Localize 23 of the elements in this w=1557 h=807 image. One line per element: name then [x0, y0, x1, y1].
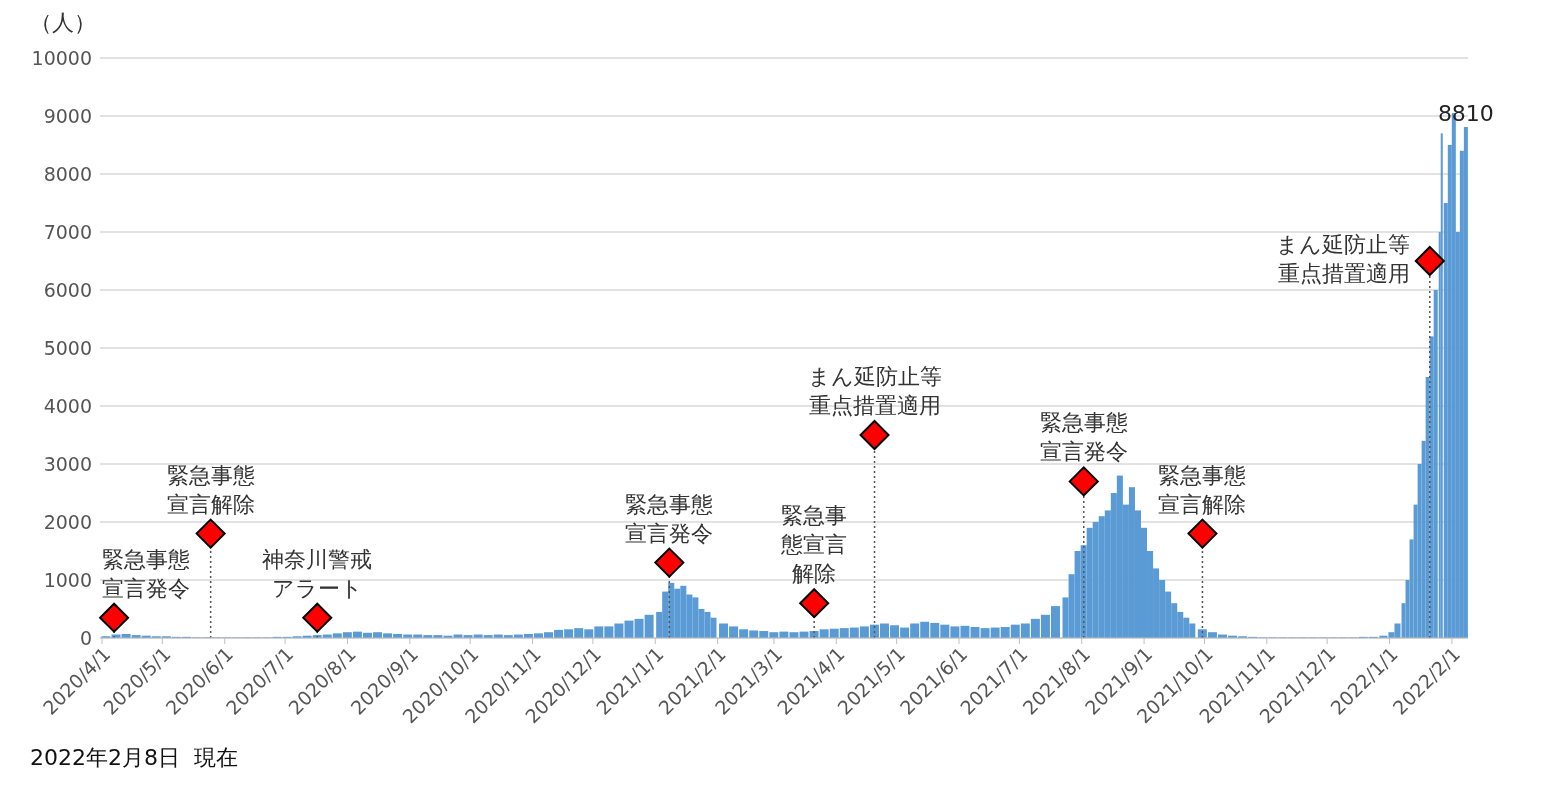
annotation: 緊急事態宣言解除	[780, 503, 848, 587]
annotation: 緊急事態宣言発令	[1039, 410, 1128, 465]
y-tick-label: 5000	[43, 336, 92, 359]
annotation: まん延防止等重点措置適用	[1275, 232, 1410, 286]
y-tick-label: 7000	[43, 220, 92, 243]
y-tick-label: 2000	[43, 510, 92, 533]
annotation: 緊急事態宣言解除	[166, 462, 255, 517]
y-tick-label: 8000	[43, 162, 92, 185]
annotation: 神奈川警戒アラート	[262, 546, 373, 601]
data-label: 8810	[1437, 101, 1494, 127]
y-tick-label: 3000	[43, 452, 92, 475]
y-tick-label: 4000	[43, 394, 92, 417]
y-tick-label: 10000	[31, 46, 92, 69]
y-tick-label: 9000	[43, 104, 92, 127]
annotation: 緊急事態宣言発令	[102, 546, 191, 601]
y-axis-title: （人）	[30, 9, 96, 37]
y-tick-label: 6000	[43, 278, 92, 301]
annotation: 緊急事態宣言解除	[1158, 462, 1247, 517]
annotation: まん延防止等重点措置適用	[807, 364, 942, 418]
annotation: 緊急事態宣言発令	[625, 491, 714, 546]
text: 2022年2月8日 現在	[30, 744, 238, 772]
y-tick-label: 1000	[43, 568, 92, 591]
y-tick-label: 0	[79, 626, 92, 649]
